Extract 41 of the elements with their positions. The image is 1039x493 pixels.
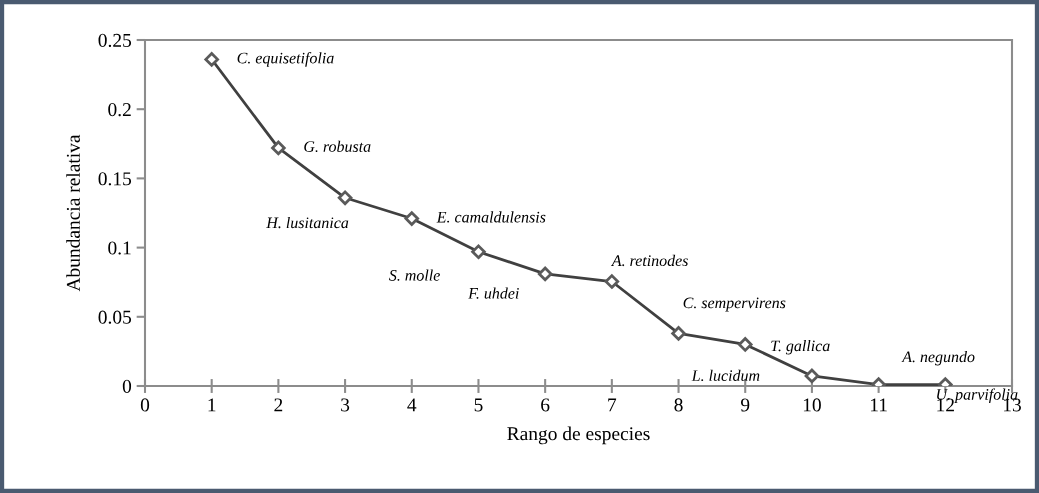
point — [604, 274, 620, 289]
annotation: A. retinodes — [610, 254, 688, 267]
point — [471, 244, 486, 260]
x-tick-label: 4 — [407, 398, 417, 412]
y-tick-label: 0.1 — [108, 241, 131, 255]
x-tick-label: 5 — [474, 398, 483, 412]
annotation: T. gallica — [771, 340, 830, 355]
x-tick-label: 0 — [140, 398, 150, 412]
y-tick-label: 0.15 — [98, 172, 132, 186]
annotation: C. equisetifolia — [237, 52, 334, 67]
y-axis-title: Abundancia relativa — [66, 134, 80, 292]
x-tick-label: 6 — [541, 398, 550, 412]
point — [204, 52, 219, 67]
annotation: H. lusitanica — [266, 216, 349, 229]
annotation: C. sempervirens — [683, 297, 786, 312]
x-tick-label: 10 — [803, 398, 821, 412]
x-tick-label: 8 — [674, 398, 683, 412]
x-tick-label: 7 — [608, 398, 617, 412]
annotation: F. uhdei — [468, 287, 519, 299]
annotation: A. negundo — [901, 350, 975, 366]
point — [271, 140, 286, 156]
x-tick-label: 1 — [208, 398, 216, 412]
x-tick-label: 3 — [341, 398, 350, 412]
point — [537, 266, 553, 282]
point — [671, 326, 686, 341]
y-tick-label: 0.2 — [108, 103, 131, 117]
point — [804, 368, 820, 384]
x-tick-label: 9 — [741, 398, 750, 412]
y-tick-label: 0.05 — [98, 310, 132, 324]
point — [737, 337, 753, 352]
point — [337, 190, 353, 206]
point — [404, 211, 420, 226]
y-tick-label: 0 — [122, 379, 132, 393]
annotation: L. lucidum — [691, 369, 760, 382]
x-tick-label: 11 — [870, 398, 887, 412]
x-axis-title: Rango de especies — [507, 426, 650, 445]
annotation: G. robusta — [304, 140, 371, 153]
y-tick-label: 0.25 — [98, 33, 132, 48]
x-tick-label: 2 — [274, 398, 283, 412]
annotation: S. molle — [389, 269, 440, 281]
annotation: E. camaldulensis — [436, 211, 546, 223]
